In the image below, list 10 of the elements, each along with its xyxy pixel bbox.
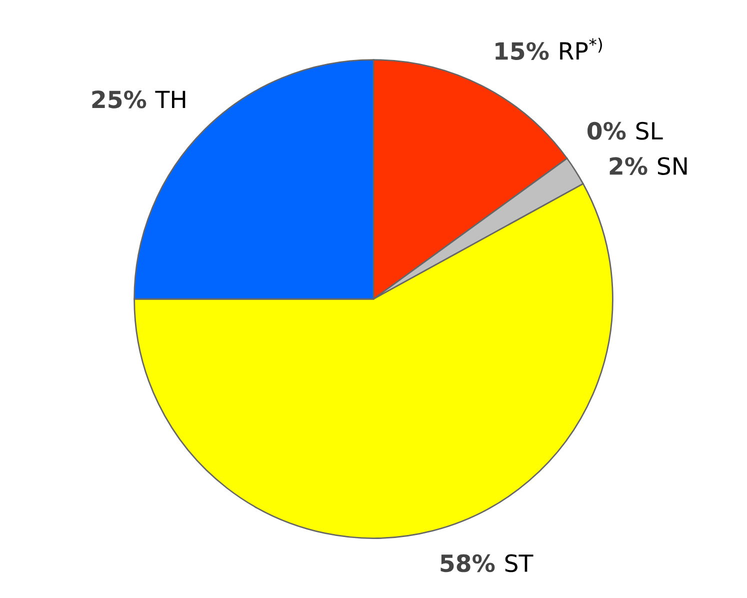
data-label: 2% [610, 157, 648, 175]
category-label: SL [636, 122, 663, 140]
slice-label: TH [155, 90, 186, 108]
slice-label: RP$^{*)}$ [560, 38, 602, 60]
data-label: 58% [440, 554, 495, 572]
text: 0% [587, 122, 626, 140]
data-label: 15% [496, 42, 549, 60]
slice-label: SN [658, 157, 687, 175]
data-label: 25% [92, 90, 146, 108]
slice-label: ST [505, 554, 534, 572]
